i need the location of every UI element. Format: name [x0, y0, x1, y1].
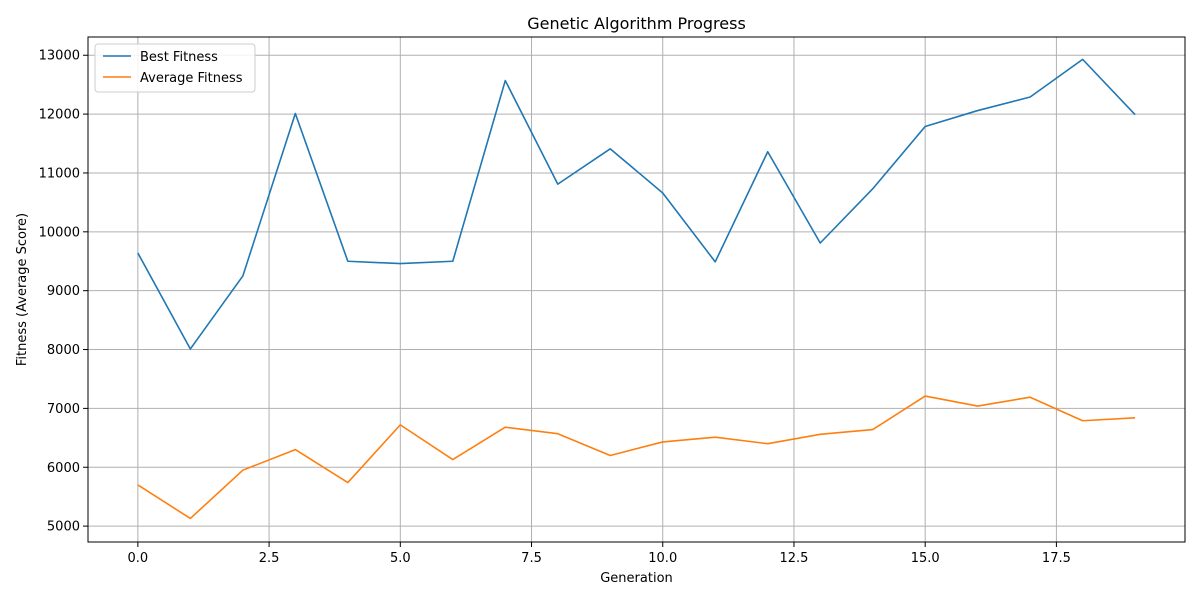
legend: Best Fitness Average Fitness	[94, 43, 256, 93]
x-tick-label: 7.5	[521, 551, 542, 566]
plot-frame	[87, 36, 1186, 543]
x-axis-label: Generation	[600, 571, 673, 586]
x-tick-label: 10.0	[648, 551, 677, 566]
y-axis-label: Fitness (Average Score)	[15, 213, 30, 366]
y-tick-label: 12000	[39, 108, 80, 123]
x-tick-label: 2.5	[259, 551, 280, 566]
y-tick-label: 6000	[47, 461, 80, 476]
x-tick-label: 15.0	[911, 551, 940, 566]
y-tick-label: 10000	[39, 225, 80, 240]
x-tick-label: 12.5	[779, 551, 808, 566]
x-tick-label: 0.0	[128, 551, 149, 566]
series-line-average-fitness	[137, 395, 1136, 520]
series-lines	[137, 58, 1136, 520]
y-tick-label: 5000	[47, 520, 80, 535]
x-tick-label: 5.0	[390, 551, 411, 566]
y-tick-label: 8000	[47, 343, 80, 358]
grid	[88, 37, 1185, 542]
chart-title: Genetic Algorithm Progress	[527, 14, 746, 33]
legend-label-best-fitness: Best Fitness	[140, 50, 218, 65]
x-axis-ticks: 0.0 2.5 5.0 7.5 10.0 12.5 15.0 17.5	[128, 542, 1071, 566]
legend-label-average-fitness: Average Fitness	[140, 71, 243, 86]
x-tick-label: 17.5	[1042, 551, 1071, 566]
y-tick-label: 11000	[39, 166, 80, 181]
legend-box	[94, 43, 256, 93]
y-axis-ticks: 5000 6000 7000 8000 9000 10000 11000 12000 13000	[39, 49, 88, 535]
y-tick-label: 7000	[47, 402, 80, 417]
y-tick-label: 9000	[47, 284, 80, 299]
y-tick-label: 13000	[39, 49, 80, 64]
series-line-best-fitness	[137, 58, 1136, 350]
